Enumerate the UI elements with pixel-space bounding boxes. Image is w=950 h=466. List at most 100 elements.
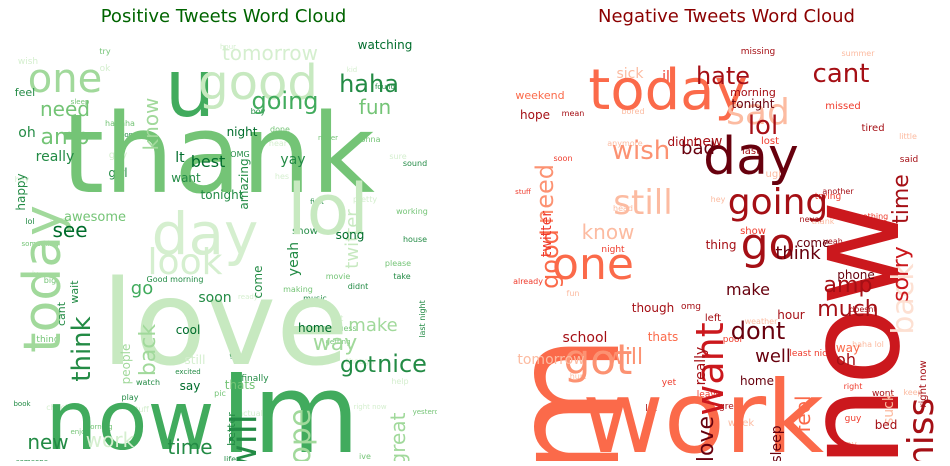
- filler-word: sound: [403, 159, 427, 168]
- positive-cloud-title: Positive Tweets Word Cloud: [100, 6, 347, 27]
- cloud-word-nice: nice: [377, 350, 427, 378]
- cloud-word-omg: OMG: [230, 150, 249, 159]
- cloud-word-will: will: [607, 345, 643, 370]
- cloud-word-got: got: [340, 353, 376, 378]
- cloud-word-still: still: [185, 353, 206, 367]
- cloud-word-one: one: [28, 56, 102, 102]
- cloud-word-sorry: sorry: [889, 246, 914, 302]
- filler-word: haha lol: [852, 340, 884, 349]
- filler-word: trying: [815, 192, 841, 202]
- cloud-word-u: u: [165, 42, 216, 135]
- cloud-word-go: go: [741, 219, 796, 270]
- filler-word: help: [391, 377, 408, 386]
- cloud-word-lol: lol: [748, 111, 778, 141]
- cloud-word-night: night: [227, 125, 258, 139]
- filler-word: nothing: [858, 212, 889, 221]
- cloud-word-need: need: [40, 97, 90, 121]
- filler-word: big: [44, 276, 56, 285]
- filler-word: kid: [347, 66, 357, 74]
- cloud-word-think: think: [67, 316, 97, 381]
- filler-word: lot: [645, 404, 657, 414]
- cloud-word-work: work: [86, 428, 135, 452]
- cloud-word-time: time: [889, 174, 914, 224]
- filler-word: found: [375, 83, 395, 91]
- cloud-word-today: today: [588, 58, 747, 123]
- filler-word: omg: [681, 302, 701, 312]
- filler-word: pic: [214, 389, 226, 398]
- cloud-word-twitter: twitter: [539, 211, 555, 257]
- filler-word: game: [50, 216, 70, 224]
- filler-word: though: [346, 357, 374, 366]
- filler-word: long: [122, 131, 137, 139]
- filler-word: gonna: [355, 135, 380, 144]
- cloud-word-lol: lol: [287, 169, 369, 251]
- filler-word: yesterday: [413, 408, 437, 416]
- filler-word: ill: [662, 69, 674, 85]
- filler-word: something: [21, 240, 58, 248]
- cloud-word-come: come: [251, 265, 265, 298]
- filler-word: left: [705, 313, 721, 324]
- cloud-word-phone: phone: [837, 268, 875, 282]
- cloud-word-weekend: weekend: [515, 89, 564, 102]
- cloud-word-now: now: [777, 200, 929, 461]
- cloud-word-great: great: [386, 412, 410, 461]
- cloud-word-better: better: [225, 412, 238, 446]
- filler-word: first: [310, 198, 324, 206]
- filler-word: missed: [825, 101, 860, 112]
- filler-word: thank: [812, 217, 835, 226]
- cloud-word-im: Im: [220, 350, 360, 461]
- cloud-word-morning: morning: [730, 86, 776, 99]
- cloud-word-back: back: [136, 324, 161, 377]
- cloud-word-cool: cool: [176, 323, 201, 337]
- cloud-word-suck: suck: [881, 392, 897, 425]
- cloud-word-oh: oh: [18, 125, 35, 141]
- filler-word: enjoy: [70, 428, 89, 436]
- cloud-word-love: love: [101, 254, 348, 392]
- filler-word: ive: [359, 452, 371, 461]
- filler-word: anymore: [607, 139, 643, 148]
- filler-word: ugh: [765, 169, 784, 180]
- cloud-word-feel: feel: [15, 86, 35, 99]
- filler-word: bit: [333, 314, 343, 323]
- cloud-word-fun: fun: [359, 95, 391, 119]
- filler-word: sure: [389, 152, 406, 161]
- filler-word: done: [270, 125, 290, 134]
- cloud-word-good: good: [536, 229, 564, 289]
- cloud-word-say: say: [180, 379, 201, 393]
- filler-word: say: [841, 440, 857, 450]
- filler-word: didnt: [348, 282, 369, 291]
- filler-word: glad: [229, 350, 246, 359]
- cloud-word-school: school: [563, 330, 608, 346]
- cloud-word-new: new: [694, 134, 723, 150]
- filler-word: never: [800, 215, 824, 224]
- cloud-word-best: best: [191, 152, 226, 171]
- cloud-word-will: will: [224, 414, 265, 461]
- filler-word: working: [396, 207, 428, 216]
- cloud-word-hope: hope: [520, 108, 550, 122]
- filler-word: yeah: [823, 237, 843, 246]
- filler-word: cold: [549, 405, 568, 415]
- filler-word: summer: [841, 49, 875, 58]
- cloud-word-feel: feel: [791, 395, 815, 432]
- cloud-word-today: today: [13, 205, 73, 353]
- filler-word: least nice: [789, 349, 833, 359]
- cloud-word-thing: thing: [706, 238, 737, 252]
- filler-word: finally: [241, 374, 269, 384]
- filler-word: thing: [36, 335, 59, 345]
- filler-word: house: [403, 235, 427, 244]
- filler-word: another: [822, 187, 854, 196]
- filler-word: hes: [275, 172, 289, 181]
- filler-word: right now: [353, 403, 386, 411]
- filler-word: girl: [108, 166, 127, 180]
- filler-word: book: [13, 400, 31, 408]
- cloud-word-lt: lt: [175, 150, 185, 166]
- filler-word: week: [728, 418, 754, 429]
- filler-word: sick: [617, 66, 645, 82]
- filler-word: hahaha: [105, 119, 135, 128]
- filler-word: right: [844, 382, 863, 391]
- filler-word: show: [292, 226, 318, 237]
- cloud-word-thats: thats: [648, 330, 679, 344]
- cloud-word-got: got: [564, 335, 633, 384]
- cloud-word-sad: sad: [726, 92, 790, 133]
- cloud-word-wish: wish: [612, 136, 671, 166]
